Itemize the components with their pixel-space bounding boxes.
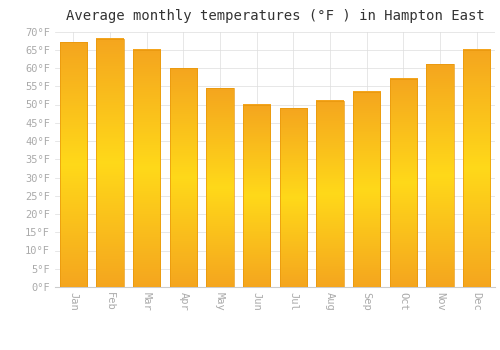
Bar — [280, 108, 307, 287]
Bar — [390, 79, 417, 287]
Bar — [316, 101, 344, 287]
Bar — [96, 39, 124, 287]
Bar — [133, 50, 160, 287]
Bar — [170, 68, 197, 287]
Bar — [60, 42, 87, 287]
Title: Average monthly temperatures (°F ) in Hampton East: Average monthly temperatures (°F ) in Ha… — [66, 9, 484, 23]
Bar — [426, 64, 454, 287]
Bar — [463, 50, 490, 287]
Bar — [206, 88, 234, 287]
Bar — [353, 92, 380, 287]
Bar — [243, 105, 270, 287]
